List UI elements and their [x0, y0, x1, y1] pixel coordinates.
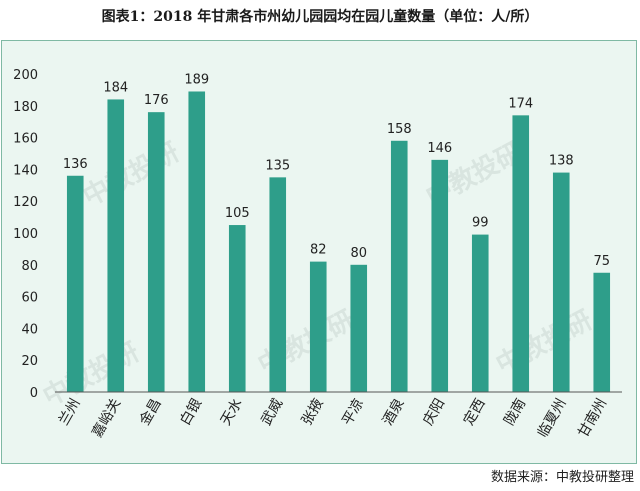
data-label: 146: [427, 141, 452, 156]
watermark: 中教投研: [491, 305, 597, 380]
x-tick-label: 陇南: [501, 396, 529, 428]
data-label: 158: [387, 122, 412, 137]
bar: [593, 272, 611, 392]
x-tick-label: 临夏州: [535, 396, 570, 440]
watermark: 中教投研: [38, 337, 144, 412]
data-label: 174: [508, 96, 533, 111]
bar: [552, 172, 570, 392]
bar: [309, 261, 327, 392]
x-tick-label: 嘉峪关: [89, 396, 124, 440]
y-tick-label: 60: [21, 291, 38, 306]
x-tick-label: 武威: [258, 396, 286, 428]
x-tick-label: 定西: [461, 396, 489, 428]
source-note: 数据来源：中教投研整理: [490, 470, 634, 485]
y-tick-label: 40: [21, 322, 38, 337]
x-tick-label: 平凉: [339, 396, 367, 428]
plot-frame: [1, 40, 637, 464]
data-label: 176: [144, 93, 169, 108]
y-tick-label: 120: [13, 195, 38, 210]
data-label: 82: [310, 243, 327, 258]
data-label: 99: [472, 216, 489, 231]
y-tick-label: 180: [13, 100, 38, 115]
bar: [269, 177, 287, 392]
x-tick-label: 天水: [218, 396, 246, 428]
data-label: 189: [184, 72, 209, 87]
y-tick-label: 0: [30, 386, 38, 401]
data-label: 135: [265, 158, 290, 173]
y-tick-label: 140: [13, 163, 38, 178]
bar: [350, 264, 368, 392]
x-tick-label: 酒泉: [379, 396, 408, 429]
x-tick-label: 甘南州: [575, 396, 610, 440]
y-tick-label: 160: [13, 132, 38, 147]
y-tick-label: 20: [21, 354, 38, 369]
bar: [228, 225, 246, 392]
data-label: 136: [63, 157, 88, 172]
bar: [390, 140, 408, 392]
bar: [431, 159, 449, 392]
bar: [512, 115, 530, 392]
bar: [107, 99, 125, 392]
x-tick-label: 金昌: [137, 396, 165, 428]
data-label: 75: [593, 254, 610, 269]
y-tick-label: 100: [13, 227, 38, 242]
bar: [471, 234, 489, 392]
bar: [147, 112, 165, 392]
watermark: 中教投研: [78, 137, 184, 212]
data-label: 138: [549, 154, 574, 169]
bar: [66, 175, 84, 392]
chart-title: 图表1：2018 年甘肃各市州幼儿园园均在园儿童数量（单位：人/所）: [101, 9, 539, 25]
x-tick-label: 白银: [177, 396, 205, 428]
data-label: 184: [103, 80, 128, 95]
bar: [188, 91, 206, 393]
data-label: 80: [350, 246, 367, 261]
y-tick-label: 200: [13, 68, 38, 83]
y-tick-label: 80: [21, 259, 38, 274]
watermark: 中教投研: [253, 305, 359, 380]
x-tick-label: 张掖: [299, 396, 327, 428]
data-label: 105: [225, 206, 250, 221]
x-tick-label: 庆阳: [420, 396, 448, 428]
